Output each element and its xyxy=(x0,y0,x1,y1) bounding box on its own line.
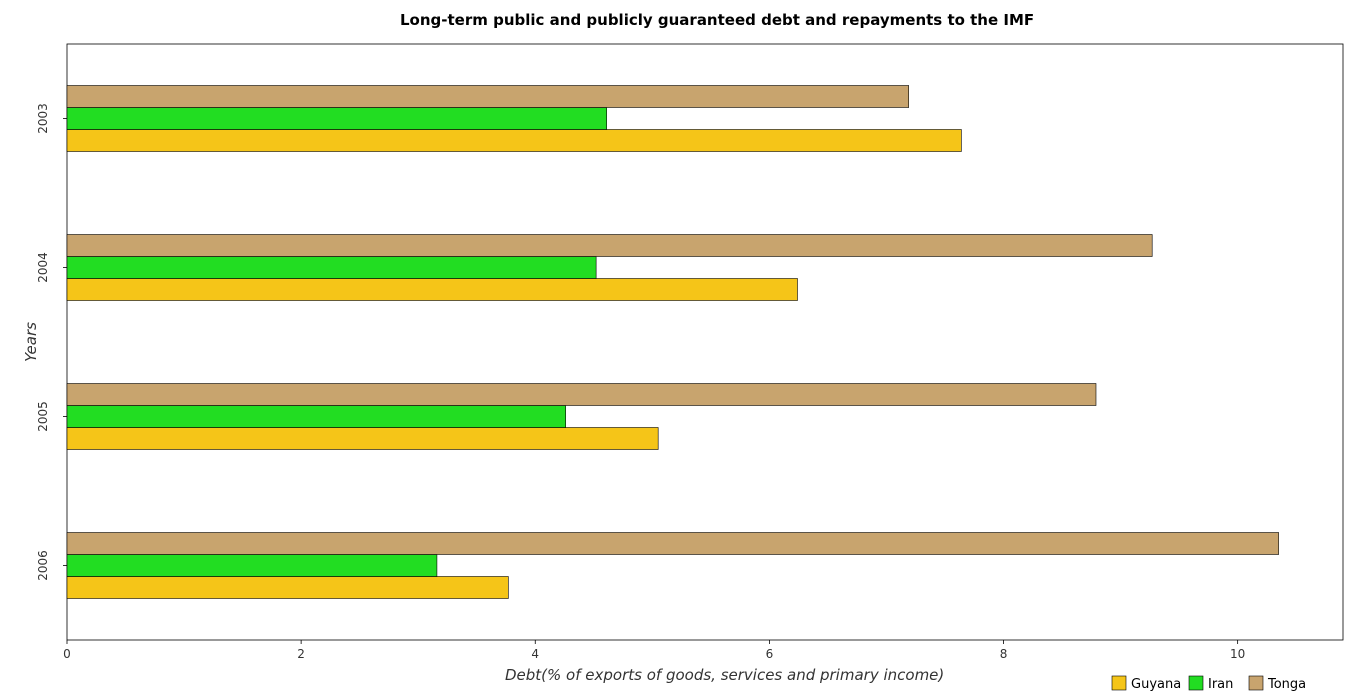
y-axis-label: Years xyxy=(22,322,40,362)
bar-iran-2004 xyxy=(66,256,597,279)
y-tick-label-2005: 2005 xyxy=(36,401,50,432)
x-axis: 0 2 4 6 8 10 xyxy=(63,640,1245,661)
y-tick-label-2004: 2004 xyxy=(36,252,50,283)
bar-guyana-2004 xyxy=(66,278,798,301)
legend-label-tonga: Tonga xyxy=(1267,677,1306,692)
legend-label-iran: Iran xyxy=(1208,677,1233,692)
bar-iran-2006 xyxy=(66,554,438,577)
legend-swatch-tonga xyxy=(1248,675,1264,691)
x-tick-label-4: 4 xyxy=(531,647,539,661)
x-tick-label-2: 2 xyxy=(297,647,305,661)
bars-group xyxy=(66,85,1279,599)
bar-guyana-2003 xyxy=(66,129,962,152)
legend-swatch-guyana xyxy=(1111,675,1127,691)
legend-label-guyana: Guyana xyxy=(1131,677,1181,692)
bar-tonga-2003 xyxy=(66,85,909,108)
y-tick-label-2006: 2006 xyxy=(36,550,50,581)
bar-iran-2005 xyxy=(66,405,566,428)
bar-guyana-2005 xyxy=(66,427,659,450)
bar-iran-2003 xyxy=(66,107,607,130)
y-axis: 2003 2004 2005 2006 xyxy=(36,103,67,581)
bar-guyana-2006 xyxy=(66,576,509,599)
x-tick-label-0: 0 xyxy=(63,647,71,661)
legend-swatch-iran xyxy=(1188,675,1204,691)
chart-title: Long-term public and publicly guaranteed… xyxy=(400,11,1034,29)
bar-tonga-2004 xyxy=(66,234,1153,257)
x-tick-label-6: 6 xyxy=(766,647,774,661)
x-tick-label-8: 8 xyxy=(1000,647,1008,661)
bar-tonga-2006 xyxy=(66,532,1279,555)
bar-tonga-2005 xyxy=(66,383,1097,406)
x-tick-label-10: 10 xyxy=(1230,647,1245,661)
x-axis-label: Debt(% of exports of goods, services and… xyxy=(505,666,944,684)
legend: Guyana Iran Tonga xyxy=(1111,675,1306,692)
plot-frame xyxy=(66,43,1344,641)
y-tick-label-2003: 2003 xyxy=(36,103,50,134)
